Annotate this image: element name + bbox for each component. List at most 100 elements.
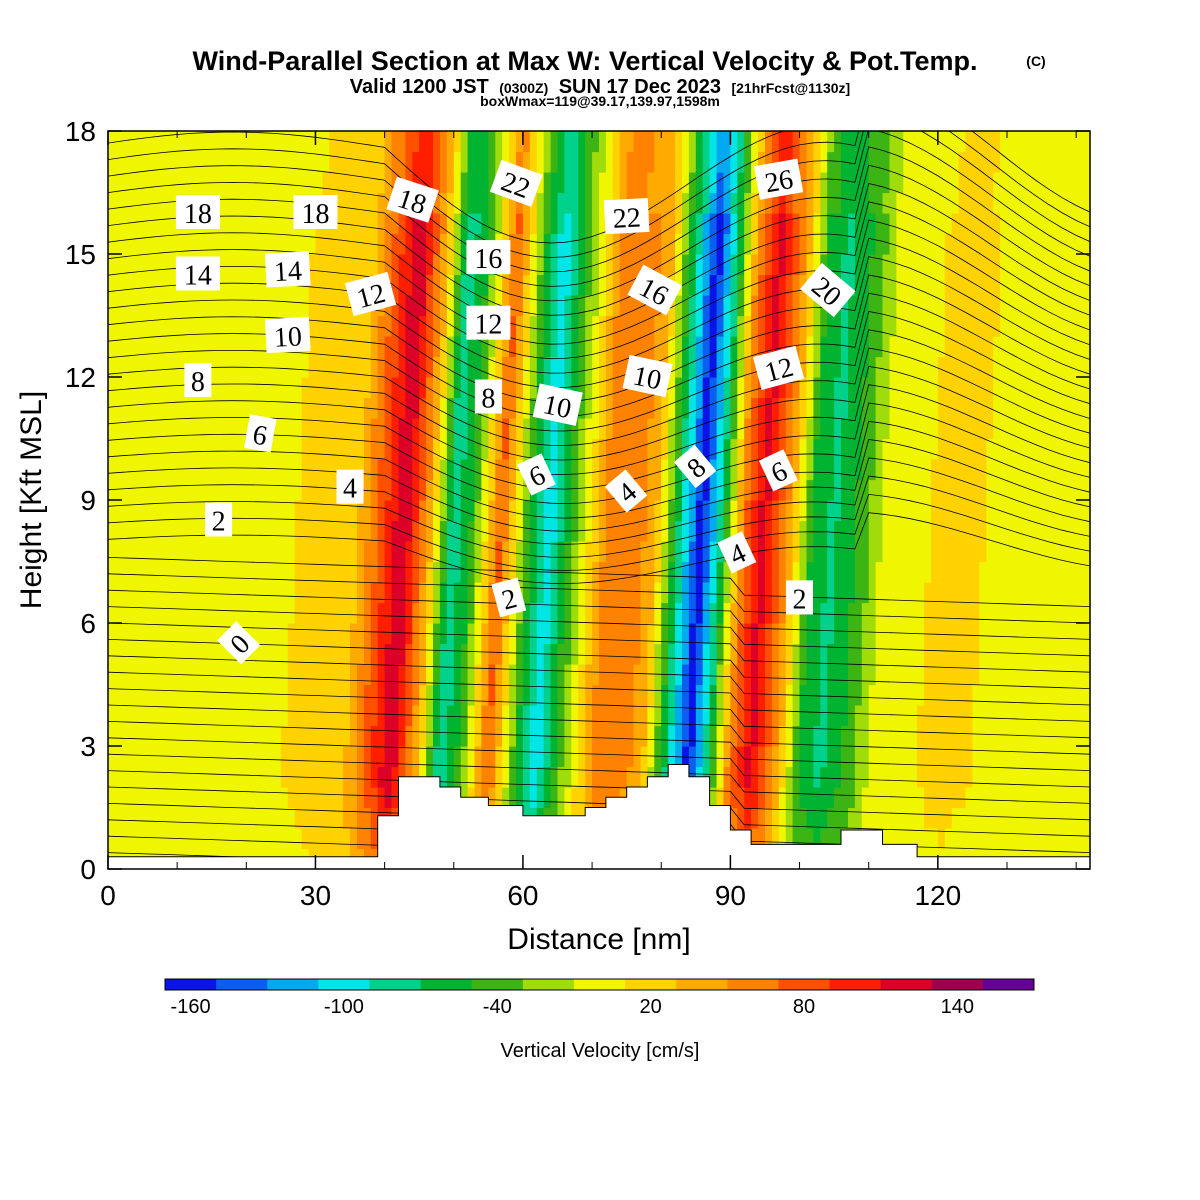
velocity-cell [647, 172, 655, 194]
velocity-cell [156, 336, 164, 358]
velocity-cell [751, 623, 759, 645]
velocity-cell [889, 151, 897, 173]
velocity-cell [218, 192, 227, 214]
velocity-cell [191, 315, 199, 337]
velocity-cell [474, 561, 482, 583]
velocity-cell [834, 377, 842, 399]
velocity-cell [654, 459, 662, 481]
velocity-cell [903, 479, 911, 501]
velocity-cell [958, 274, 967, 296]
velocity-cell [633, 705, 642, 727]
velocity-cell [972, 315, 980, 337]
velocity-cell [502, 766, 510, 788]
velocity-cell [377, 233, 386, 255]
velocity-cell [232, 397, 240, 419]
velocity-cell [951, 561, 960, 583]
velocity-cell [433, 356, 441, 378]
velocity-cell [405, 233, 413, 255]
velocity-cell [917, 479, 925, 501]
velocity-cell [965, 151, 973, 173]
velocity-cell [799, 274, 807, 296]
velocity-cell [495, 664, 503, 686]
velocity-cell [439, 418, 448, 440]
velocity-cell [751, 582, 759, 604]
velocity-cell [384, 254, 393, 276]
velocity-cell [232, 541, 240, 563]
velocity-cell [163, 807, 171, 829]
velocity-cell [149, 172, 157, 194]
velocity-cell [322, 254, 330, 276]
velocity-cell [841, 459, 849, 481]
velocity-cell [177, 377, 185, 399]
velocity-cell [647, 336, 655, 358]
velocity-cell [626, 418, 635, 440]
velocity-cell [682, 623, 690, 645]
velocity-cell [730, 274, 738, 296]
velocity-cell [1007, 213, 1015, 235]
velocity-cell [170, 213, 178, 235]
velocity-cell [917, 643, 925, 665]
velocity-cell [114, 541, 123, 563]
velocity-cell [384, 438, 393, 460]
velocity-cell [170, 254, 178, 276]
velocity-cell [799, 151, 807, 173]
velocity-cell [350, 397, 358, 419]
velocity-cell [709, 418, 718, 440]
velocity-cell [522, 356, 531, 378]
velocity-cell [1048, 623, 1056, 645]
velocity-cell [377, 664, 386, 686]
velocity-cell [827, 479, 835, 501]
velocity-cell [778, 541, 787, 563]
velocity-cell [1000, 664, 1008, 686]
velocity-cell [702, 684, 711, 706]
velocity-cell [121, 643, 130, 665]
velocity-cell [1020, 479, 1029, 501]
velocity-cell [564, 254, 572, 276]
velocity-cell [930, 643, 939, 665]
velocity-cell [509, 233, 517, 255]
velocity-cell [370, 418, 379, 440]
velocity-cell [253, 705, 261, 727]
velocity-cell [197, 131, 206, 153]
velocity-cell [308, 725, 316, 747]
velocity-cell [626, 274, 635, 296]
velocity-cell [917, 561, 925, 583]
velocity-cell [460, 541, 469, 563]
velocity-cell [744, 131, 752, 153]
velocity-cell [467, 274, 476, 296]
velocity-cell [474, 602, 482, 624]
velocity-cell [626, 151, 635, 173]
velocity-cell [1041, 623, 1050, 645]
velocity-cell [308, 295, 316, 317]
velocity-cell [308, 459, 316, 481]
velocity-cell [1020, 541, 1029, 563]
velocity-cell [861, 192, 870, 214]
velocity-cell [357, 787, 365, 809]
velocity-cell [301, 418, 310, 440]
velocity-cell [944, 233, 953, 255]
velocity-cell [619, 500, 628, 522]
velocity-cell [1013, 664, 1022, 686]
velocity-cell [709, 172, 718, 194]
velocity-cell [301, 725, 310, 747]
velocity-cell [785, 438, 794, 460]
velocity-cell [488, 213, 496, 235]
velocity-cell [1062, 725, 1070, 747]
velocity-cell [536, 541, 545, 563]
velocity-cell [896, 151, 904, 173]
velocity-cell [785, 131, 794, 153]
velocity-cell [474, 705, 482, 727]
velocity-cell [1048, 151, 1056, 173]
velocity-cell [453, 500, 462, 522]
velocity-cell [184, 479, 192, 501]
velocity-cell [433, 295, 441, 317]
velocity-cell [1020, 377, 1029, 399]
velocity-cell [350, 172, 358, 194]
velocity-cell [239, 705, 247, 727]
velocity-cell [433, 377, 441, 399]
velocity-cell [1007, 500, 1015, 522]
velocity-cell [564, 561, 572, 583]
velocity-cell [253, 397, 261, 419]
velocity-cell [135, 377, 144, 399]
velocity-cell [799, 295, 807, 317]
